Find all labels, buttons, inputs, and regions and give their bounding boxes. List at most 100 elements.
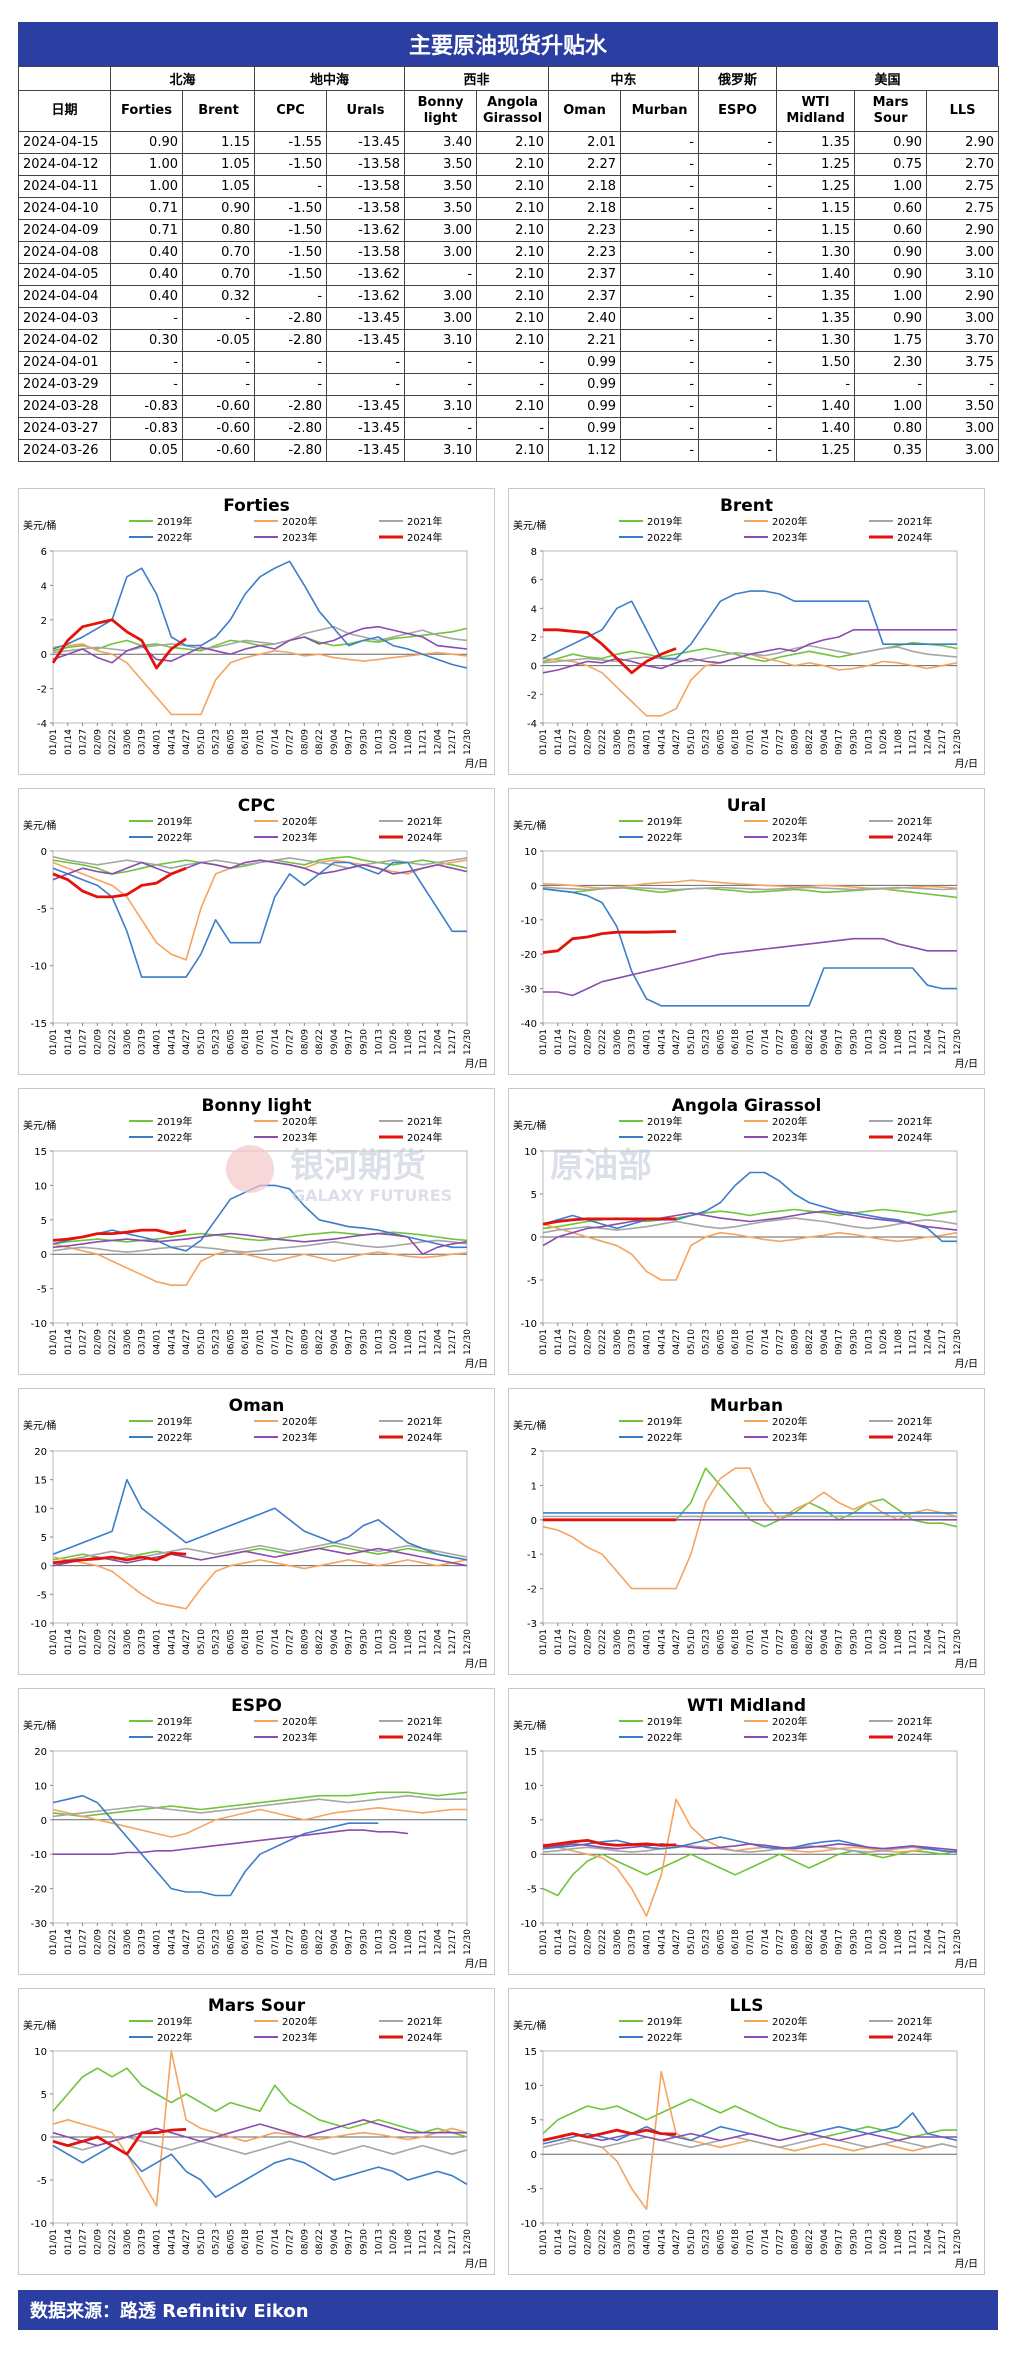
- x-tick-label: 09/30: [850, 1929, 860, 1955]
- series-line-2022年: [542, 1171, 957, 1243]
- x-tick-label: 05/10: [687, 1329, 697, 1355]
- legend-label: 2023年: [772, 1731, 807, 1744]
- legend-label: 2021年: [407, 1115, 442, 1128]
- value-cell: 1.25: [776, 439, 856, 462]
- date-cell: 2024-04-10: [18, 197, 111, 220]
- x-tick-label: 03/19: [138, 729, 148, 755]
- value-cell: -1.55: [254, 131, 328, 154]
- x-tick-label: 02/22: [598, 729, 608, 755]
- x-tick-label: 02/09: [583, 1029, 593, 1055]
- x-tick-label: 12/30: [463, 1629, 473, 1655]
- chart-forties: Forties 美元/桶 2019年 2020年 2021年 2022年 2023年 2024…: [23, 496, 488, 770]
- x-tick-label: 12/04: [433, 729, 443, 755]
- x-tick-label: 01/01: [49, 1329, 59, 1355]
- series-line-2021年: [52, 1239, 468, 1253]
- value-cell: 0.90: [854, 263, 928, 286]
- y-tick-label: 5: [41, 2090, 47, 2101]
- column-header: Oman: [548, 90, 622, 132]
- region-header: 西非: [404, 66, 550, 91]
- x-tick-label: 01/27: [569, 1629, 579, 1655]
- x-tick-label: 01/27: [569, 729, 579, 755]
- value-cell: -: [698, 131, 778, 154]
- x-tick-label: 05/23: [212, 1629, 222, 1655]
- x-tick-label: 12/30: [953, 1629, 963, 1655]
- y-axis-label: 美元/桶: [23, 1719, 56, 1732]
- x-tick-label: 12/17: [448, 2229, 458, 2255]
- table-row: 2024-04-11 1.00 1.05- -13.58 3.50 2.10 2.18- -1…: [18, 175, 1000, 198]
- legend-label: 2021年: [407, 1715, 442, 1728]
- x-tick-label: 01/14: [64, 1629, 74, 1655]
- chart-title: Oman: [229, 1396, 285, 1416]
- value-cell: 3.50: [404, 197, 478, 220]
- value-cell: -: [698, 197, 778, 220]
- x-tick-label: 04/27: [182, 1929, 192, 1955]
- x-tick-label: 09/17: [835, 1629, 845, 1655]
- series-line-2020年: [52, 859, 468, 961]
- y-tick-label: -20: [31, 1885, 47, 1896]
- y-tick-label: 0: [41, 650, 47, 661]
- value-cell: 3.00: [404, 285, 478, 308]
- x-tick-label: 09/30: [850, 1629, 860, 1655]
- value-cell: -0.60: [181, 439, 256, 462]
- x-tick-label: 10/26: [389, 1029, 399, 1055]
- x-tick-label: 08/22: [315, 1629, 325, 1655]
- x-tick-label: 05/23: [212, 729, 222, 755]
- value-cell: -: [181, 351, 256, 374]
- x-tick-label: 08/09: [300, 2229, 310, 2255]
- x-tick-label: 10/13: [374, 2229, 384, 2255]
- legend-label: 2023年: [282, 531, 317, 544]
- value-cell: 1.35: [776, 285, 856, 308]
- legend-label: 2021年: [897, 1115, 932, 1128]
- chart-title: Murban: [710, 1396, 783, 1416]
- x-tick-label: 09/04: [330, 1029, 340, 1055]
- x-tick-label: 07/14: [761, 729, 771, 755]
- x-tick-label: 01/27: [569, 1929, 579, 1955]
- chart-title: CPC: [238, 796, 275, 816]
- x-tick-label: 12/04: [923, 729, 933, 755]
- x-tick-label: 01/14: [64, 729, 74, 755]
- value-cell: 3.00: [404, 219, 478, 242]
- x-tick-label: 05/10: [687, 1029, 697, 1055]
- value-cell: -: [181, 307, 256, 330]
- value-cell: -0.83: [110, 395, 183, 418]
- value-cell: -13.62: [326, 219, 406, 242]
- y-tick-label: -2: [527, 1585, 537, 1596]
- legend-label: 2023年: [772, 1431, 807, 1444]
- legend-label: 2023年: [282, 1131, 317, 1144]
- series-line-2019年: [52, 2067, 468, 2138]
- x-tick-label: 07/14: [271, 1029, 281, 1055]
- y-tick-label: 0: [41, 847, 47, 858]
- x-tick-label: 03/19: [628, 1029, 638, 1055]
- column-header: ESPO: [698, 90, 778, 132]
- y-tick-label: -2: [37, 685, 47, 696]
- value-cell: 0.99: [548, 373, 622, 396]
- x-tick-label: 11/21: [419, 729, 429, 755]
- x-tick-label: 03/19: [628, 2229, 638, 2255]
- date-cell: 2024-04-03: [18, 307, 111, 330]
- plot-area: [542, 850, 958, 1024]
- series-line-2023年: [52, 1232, 468, 1255]
- value-cell: -: [698, 175, 778, 198]
- x-tick-label: 06/18: [731, 1629, 741, 1655]
- value-cell: -0.05: [181, 329, 256, 352]
- x-tick-label: 03/19: [628, 729, 638, 755]
- x-tick-label: 11/08: [404, 2229, 414, 2255]
- chart-murban: Murban 美元/桶 2019年 2020年 2021年 2022年 2023年 2024年…: [513, 1396, 978, 1670]
- date-cell: 2024-04-01: [18, 351, 111, 374]
- legend-label: 2022年: [157, 531, 192, 544]
- x-tick-label: 12/04: [923, 2229, 933, 2255]
- x-tick-label: 08/09: [790, 2229, 800, 2255]
- x-tick-label: 12/17: [938, 729, 948, 755]
- value-cell: 2.01: [548, 131, 622, 154]
- x-tick-label: 09/17: [835, 2229, 845, 2255]
- y-axis-label: 美元/桶: [23, 2019, 56, 2032]
- value-cell: 1.15: [181, 131, 256, 154]
- x-tick-label: 11/08: [894, 1929, 904, 1955]
- y-tick-label: 5: [41, 1533, 47, 1544]
- value-cell: 1.35: [776, 131, 856, 154]
- x-tick-label: 09/30: [850, 1029, 860, 1055]
- x-tick-label: 09/17: [345, 1329, 355, 1355]
- legend-label: 2023年: [772, 1131, 807, 1144]
- x-tick-label: 06/18: [241, 1929, 251, 1955]
- x-tick-label: 09/30: [360, 1629, 370, 1655]
